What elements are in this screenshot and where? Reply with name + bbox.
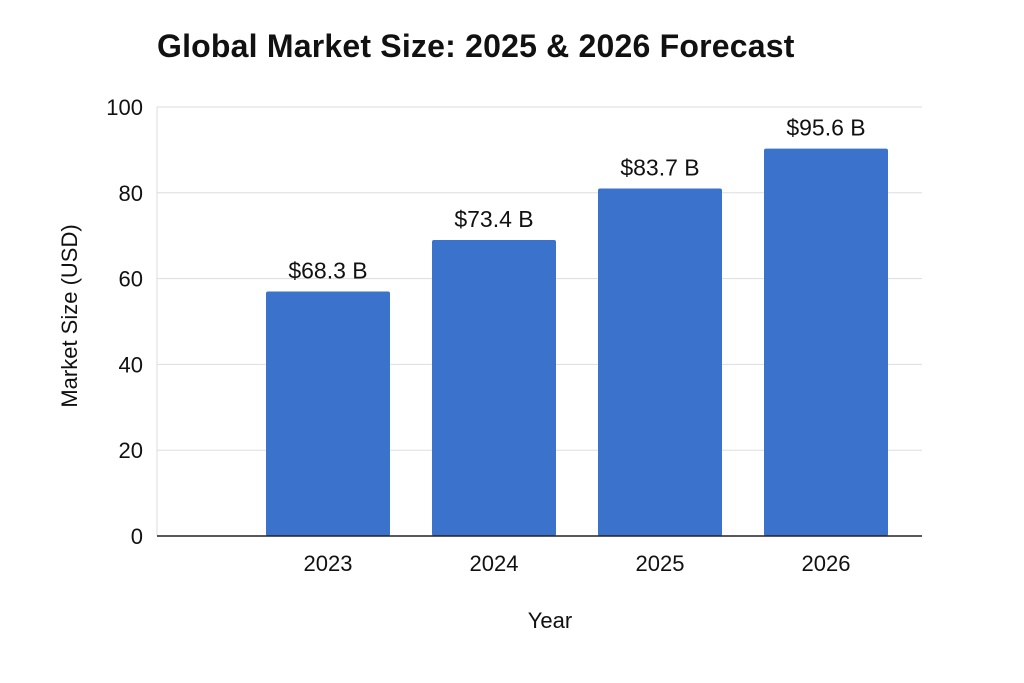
bar-data-label-2024: $73.4 B <box>454 206 533 232</box>
y-tick-label: 0 <box>131 524 143 549</box>
y-tick-label: 100 <box>106 95 143 120</box>
y-tick-label: 20 <box>119 438 143 463</box>
x-axis-ticks: 2023 2024 2025 2026 <box>304 551 851 576</box>
bar-data-labels: $68.3 B $73.4 B $83.7 B $95.6 B <box>288 115 865 284</box>
x-tick-label: 2025 <box>636 551 685 576</box>
y-axis-title: Market Size (USD) <box>57 224 82 407</box>
bar-2026 <box>764 148 888 536</box>
chart-title: Global Market Size: 2025 & 2026 Forecast <box>157 28 795 64</box>
bar-data-label-2025: $83.7 B <box>620 155 699 181</box>
y-tick-label: 80 <box>119 181 143 206</box>
x-axis-title: Year <box>528 608 572 633</box>
y-axis-ticks: 0 20 40 60 80 100 <box>106 95 143 549</box>
bar-2024 <box>432 239 556 537</box>
x-tick-label: 2024 <box>470 551 519 576</box>
y-tick-label: 60 <box>119 267 143 292</box>
x-tick-label: 2026 <box>802 551 851 576</box>
bar-2023 <box>266 291 390 536</box>
bar-2025 <box>598 188 722 536</box>
y-tick-label: 40 <box>119 352 143 377</box>
bar-data-label-2026: $95.6 B <box>786 115 865 141</box>
bars <box>266 148 888 537</box>
x-tick-label: 2023 <box>304 551 353 576</box>
bar-data-label-2023: $68.3 B <box>288 257 367 283</box>
